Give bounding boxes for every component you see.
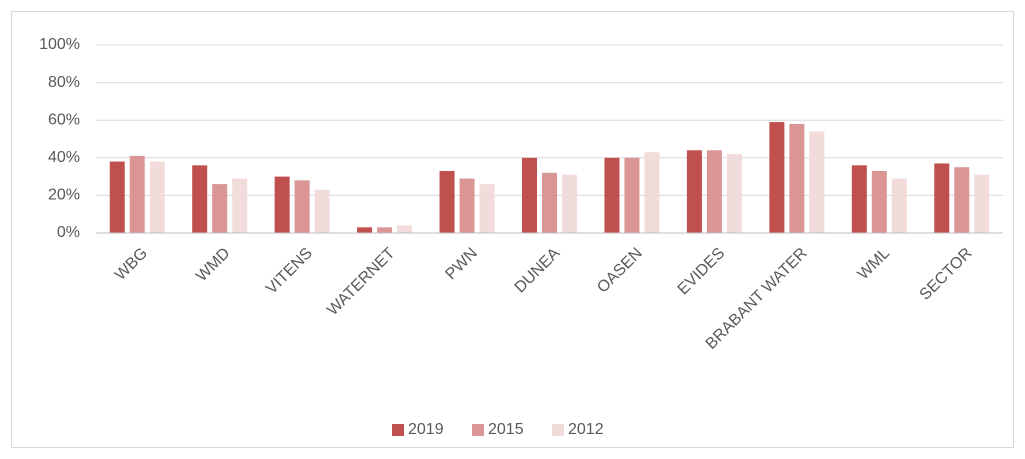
bar xyxy=(314,189,330,233)
legend-swatch xyxy=(552,424,564,436)
bar xyxy=(212,184,228,233)
bar xyxy=(377,227,393,233)
bar xyxy=(891,178,907,233)
bar xyxy=(562,174,577,233)
bar xyxy=(851,165,867,233)
bar xyxy=(686,150,702,233)
bar xyxy=(542,172,557,233)
y-tick-label: 100% xyxy=(39,36,80,53)
bar xyxy=(726,154,742,233)
bar xyxy=(459,178,475,233)
bar xyxy=(624,157,640,233)
y-tick-label: 40% xyxy=(48,149,80,166)
bar xyxy=(644,152,660,233)
legend-swatch xyxy=(392,424,404,436)
bar xyxy=(809,131,825,233)
bar xyxy=(149,161,165,233)
bar xyxy=(934,163,950,233)
legend-label: 2019 xyxy=(408,421,444,438)
y-tick-label: 20% xyxy=(48,187,80,204)
bar xyxy=(954,167,970,233)
legend-swatch xyxy=(472,424,484,436)
bar xyxy=(871,170,887,233)
chart-border xyxy=(11,11,1014,448)
bar xyxy=(397,225,413,233)
bar xyxy=(769,122,785,233)
legend-label: 2012 xyxy=(568,421,604,438)
bar xyxy=(232,178,248,233)
bar xyxy=(192,165,208,233)
y-tick-label: 80% xyxy=(48,74,80,91)
bar xyxy=(294,180,310,233)
legend-label: 2015 xyxy=(488,421,524,438)
bar xyxy=(604,157,620,233)
bar xyxy=(706,150,722,233)
bar xyxy=(439,170,455,233)
bar xyxy=(129,155,145,233)
bar xyxy=(479,184,495,233)
bar xyxy=(357,227,373,233)
bar xyxy=(522,157,537,233)
bar xyxy=(789,123,805,233)
bar xyxy=(274,176,290,233)
y-tick-label: 0% xyxy=(57,224,80,241)
y-tick-label: 60% xyxy=(48,111,80,128)
bar xyxy=(109,161,125,233)
bar xyxy=(974,174,990,233)
